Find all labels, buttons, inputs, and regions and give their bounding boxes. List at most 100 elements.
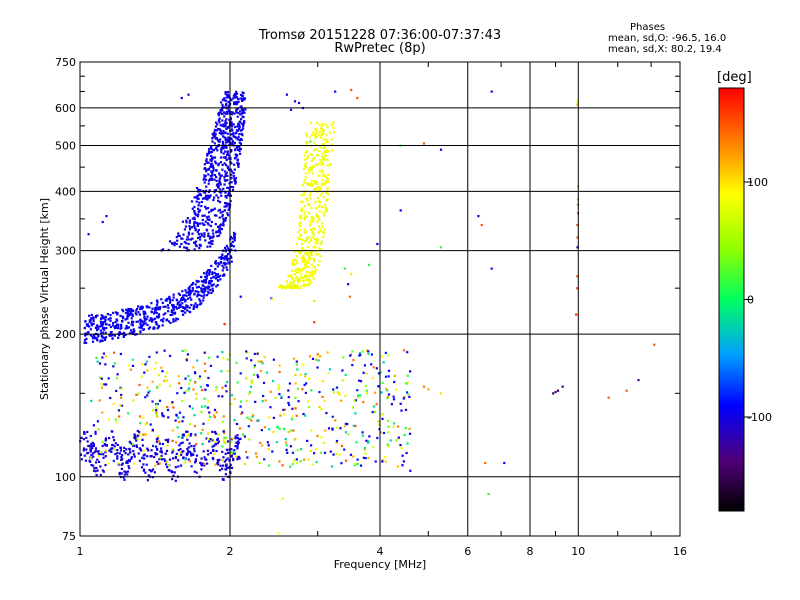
echo-point — [199, 235, 202, 238]
echo-point — [191, 289, 194, 292]
echo-point — [209, 242, 212, 245]
echo-point — [157, 313, 161, 316]
echo-point — [113, 351, 116, 354]
echo-point — [226, 457, 229, 460]
echo-point — [194, 433, 197, 436]
echo-point — [184, 225, 188, 228]
echo-point — [155, 409, 158, 412]
echo-point — [332, 391, 335, 394]
echo-point — [178, 293, 182, 296]
echo-point — [202, 299, 205, 302]
echo-point — [222, 222, 225, 225]
echo-point — [152, 318, 155, 321]
echo-point — [101, 220, 104, 224]
echo-point — [223, 97, 226, 100]
echo-point — [312, 246, 315, 249]
echo-point — [209, 235, 212, 238]
echo-point — [154, 453, 157, 456]
echo-point — [116, 312, 119, 315]
echo-point — [224, 120, 227, 123]
echo-point — [284, 287, 287, 290]
echo-point — [250, 359, 253, 362]
echo-point — [199, 287, 203, 290]
echo-point — [205, 185, 208, 188]
echo-point — [248, 438, 251, 441]
echo-point — [236, 154, 239, 157]
echo-point — [309, 257, 312, 260]
echo-point — [102, 470, 105, 473]
echo-point — [487, 492, 490, 496]
phase-stats-o: mean, sd,O: -96.5, 16.0 — [608, 33, 727, 44]
echo-point — [387, 445, 390, 448]
echo-point — [227, 248, 231, 251]
echo-point — [90, 399, 93, 402]
echo-point — [234, 233, 237, 236]
echo-point — [186, 291, 189, 294]
echo-point — [277, 384, 280, 387]
echo-point — [96, 420, 99, 423]
echo-point — [207, 356, 211, 359]
echo-point — [236, 115, 239, 118]
echo-point — [144, 396, 147, 399]
echo-point — [147, 449, 150, 452]
echo-point — [212, 448, 215, 452]
echo-point — [313, 265, 316, 268]
echo-point — [213, 131, 216, 134]
echo-point — [354, 424, 357, 428]
echo-point — [292, 429, 295, 432]
echo-point — [225, 195, 228, 198]
echo-point — [238, 438, 241, 441]
echo-point — [233, 141, 236, 144]
echo-point — [195, 443, 198, 446]
x-tick-label: 1 — [77, 545, 84, 558]
echo-point — [89, 319, 92, 322]
echo-point — [227, 100, 230, 103]
echo-point — [300, 207, 303, 210]
echo-point — [210, 158, 213, 161]
echo-point — [223, 146, 226, 149]
echo-point — [374, 460, 377, 463]
echo-point — [236, 162, 239, 165]
echo-point — [222, 478, 225, 481]
echo-point — [313, 271, 317, 274]
echo-point — [299, 448, 303, 451]
echo-point — [103, 443, 106, 446]
echo-point — [291, 263, 294, 266]
echo-point — [200, 234, 204, 237]
echo-point — [214, 274, 217, 277]
echo-point — [204, 278, 207, 281]
echo-point — [392, 398, 396, 401]
echo-point — [295, 255, 298, 258]
echo-point — [283, 413, 286, 416]
echo-point — [187, 375, 190, 378]
echo-point — [205, 158, 208, 161]
echo-point — [113, 325, 116, 328]
echo-point — [150, 449, 153, 452]
echo-point — [96, 329, 99, 332]
echo-point — [188, 285, 191, 288]
echo-point — [229, 177, 232, 180]
chart-title: Tromsø 20151228 07:36:00-07:37:43 — [258, 28, 502, 43]
echo-point — [354, 399, 357, 402]
echo-point — [211, 229, 214, 232]
echo-point — [96, 314, 99, 317]
echo-point — [177, 459, 180, 462]
echo-point — [221, 142, 225, 145]
echo-point — [222, 217, 225, 221]
echo-point — [183, 228, 186, 231]
echo-point — [120, 472, 123, 475]
echo-point — [207, 150, 210, 153]
echo-point — [224, 464, 228, 467]
echo-point — [157, 374, 160, 377]
echo-point — [308, 377, 311, 380]
echo-point — [214, 442, 217, 446]
echo-point — [106, 313, 109, 316]
y-tick-label: 200 — [55, 328, 76, 341]
echo-point — [317, 253, 320, 256]
echo-point — [356, 389, 359, 392]
echo-point — [222, 187, 225, 190]
echo-point — [141, 438, 144, 441]
echo-point — [490, 90, 493, 93]
echo-point — [221, 98, 224, 101]
echo-point — [96, 469, 99, 472]
